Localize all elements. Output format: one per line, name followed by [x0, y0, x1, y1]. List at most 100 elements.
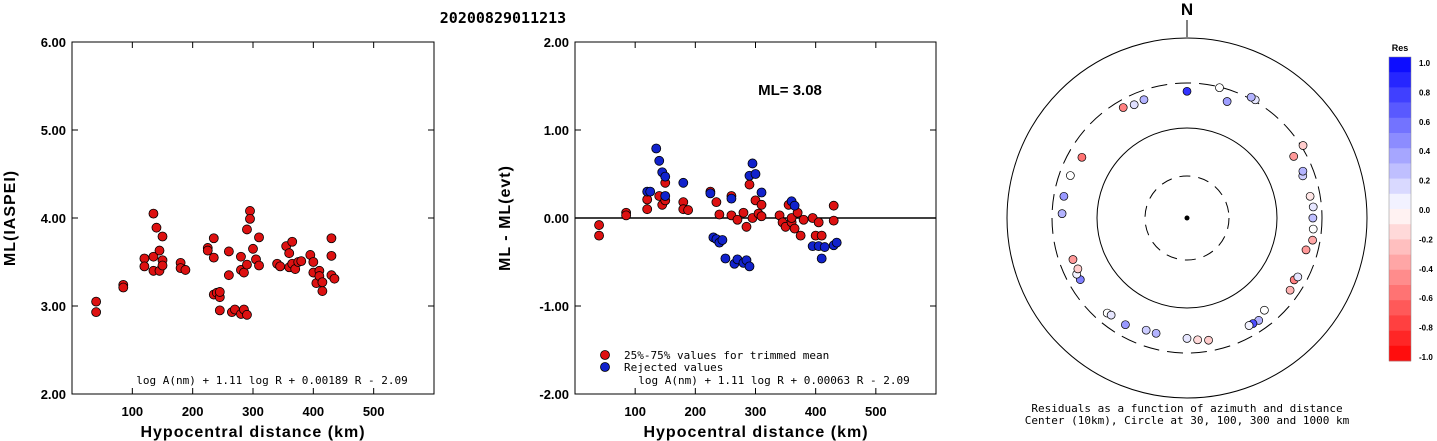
- p1-xtick-label: 500: [363, 404, 385, 419]
- polar-point: [1066, 171, 1075, 180]
- epicenter-dot: [1184, 215, 1190, 221]
- colorbar-label: 0.6: [1419, 118, 1431, 127]
- p2-point-trimmed: [642, 204, 653, 215]
- p2-point-rejected: [747, 158, 758, 169]
- p2-point-trimmed: [798, 214, 809, 225]
- polar-point: [1289, 152, 1299, 161]
- polar-point: [1308, 202, 1318, 212]
- p2-point-trimmed: [738, 207, 749, 218]
- p2-xtick-label: 100: [624, 404, 646, 419]
- p2-point-rejected: [654, 155, 665, 166]
- p2-point-rejected: [744, 261, 755, 272]
- colorbar-label: 0.2: [1419, 177, 1431, 186]
- p1-point: [223, 270, 234, 281]
- polar-point: [1182, 334, 1192, 343]
- panel2-legend: 25%-75% values for trimmed mean Rejected…: [600, 349, 829, 374]
- colorbar-label: -1.0: [1419, 353, 1433, 362]
- p2-point-trimmed: [789, 223, 800, 234]
- colorbar-cell: [1389, 163, 1411, 179]
- colorbar-label: 0.0: [1419, 206, 1431, 215]
- p2-point-rejected: [831, 237, 842, 248]
- p1-point: [148, 251, 159, 262]
- p1-point: [154, 245, 165, 256]
- p2-point-rejected: [717, 235, 728, 245]
- p1-point: [148, 208, 159, 219]
- colorbar-cell: [1389, 345, 1411, 362]
- p2-point-trimmed: [594, 220, 604, 230]
- panel2-ylabel: ML - ML(evt): [497, 165, 514, 271]
- polar-point: [1305, 191, 1315, 201]
- p2-point-trimmed: [756, 211, 767, 222]
- p2-point-trimmed: [744, 179, 755, 190]
- polar-point: [1118, 103, 1128, 112]
- p2-xtick-label: 400: [805, 404, 827, 419]
- ml-event-annotation: ML= 3.08: [758, 82, 822, 99]
- colorbar-cell: [1389, 285, 1411, 301]
- polar-point: [1121, 320, 1130, 330]
- polar-point: [1057, 209, 1067, 218]
- p1-point: [308, 257, 319, 267]
- p2-point-trimmed: [732, 214, 743, 225]
- p1-point: [296, 256, 307, 267]
- p2-point-rejected: [726, 193, 737, 204]
- p1-point: [326, 233, 337, 244]
- polar-point: [1215, 83, 1224, 93]
- p1-point: [202, 245, 213, 256]
- colorbar-cell: [1389, 315, 1411, 331]
- p1-point: [317, 286, 328, 296]
- polar-point: [1308, 224, 1318, 234]
- p1-point: [91, 307, 102, 318]
- p2-point-trimmed: [756, 199, 767, 210]
- p1-xtick-label: 300: [242, 404, 264, 419]
- panel1-ylabel: ML(IASPEI): [2, 170, 19, 266]
- polar-point: [1193, 335, 1203, 345]
- colorbar-cell: [1389, 254, 1411, 271]
- colorbar-cell: [1389, 148, 1411, 164]
- p1-point: [287, 236, 298, 247]
- p2-point-trimmed: [711, 197, 722, 208]
- polar-point: [1246, 92, 1256, 102]
- residual-colorbar: Res 1.0 0.8 0.6 0.4 0.2 0.0 -0.2 -0.4 -0.6 -0.8 -1…: [1388, 43, 1433, 362]
- p1-ytick-label: 4.00: [41, 211, 66, 226]
- circle-1000km: [1006, 37, 1368, 399]
- polar-point: [1204, 335, 1213, 345]
- circle-100km: [1096, 127, 1278, 309]
- north-label: N: [1181, 0, 1193, 19]
- colorbar-cell: [1389, 87, 1411, 103]
- p1-point: [157, 231, 168, 242]
- colorbar-cell: [1389, 330, 1411, 347]
- p2-point-rejected: [651, 143, 662, 154]
- polar-point: [1293, 272, 1303, 282]
- polar-caption-1: Residuals as a function of azimuth and d…: [1031, 402, 1342, 415]
- polar-point: [1260, 305, 1269, 315]
- colorbar-cell: [1389, 72, 1411, 88]
- p2-point-rejected: [819, 242, 830, 252]
- polar-point: [1285, 285, 1295, 295]
- p1-point: [180, 265, 191, 275]
- p2-point-rejected: [750, 169, 761, 179]
- polar-point: [1106, 310, 1116, 320]
- colorbar-cell: [1389, 102, 1411, 119]
- p1-point: [214, 305, 225, 316]
- polar-point: [1298, 141, 1308, 150]
- p1-point: [151, 222, 162, 233]
- colorbar-cell: [1389, 178, 1411, 195]
- colorbar-cell: [1389, 117, 1411, 134]
- p1-point: [242, 224, 252, 235]
- p1-point: [208, 252, 219, 263]
- p2-point-rejected: [645, 186, 656, 197]
- legend-marker-rejected: [600, 362, 610, 372]
- colorbar-label: 0.4: [1419, 147, 1431, 156]
- polar-point: [1298, 166, 1308, 176]
- p2-point-rejected: [756, 187, 767, 198]
- p1-point: [242, 309, 252, 320]
- azimuth-residual-panel: N Residuals as a function of azimuth and…: [1006, 0, 1368, 427]
- colorbar-cell: [1389, 133, 1411, 149]
- p2-point-trimmed: [813, 217, 824, 228]
- p1-point: [254, 260, 264, 271]
- p1-point: [326, 250, 337, 261]
- p1-ytick-label: 6.00: [41, 35, 66, 50]
- panel1-formula: log A(nm) + 1.11 log R + 0.00189 R - 2.0…: [136, 374, 408, 387]
- p1-ytick-label: 2.00: [41, 387, 66, 402]
- p1-point: [214, 287, 225, 297]
